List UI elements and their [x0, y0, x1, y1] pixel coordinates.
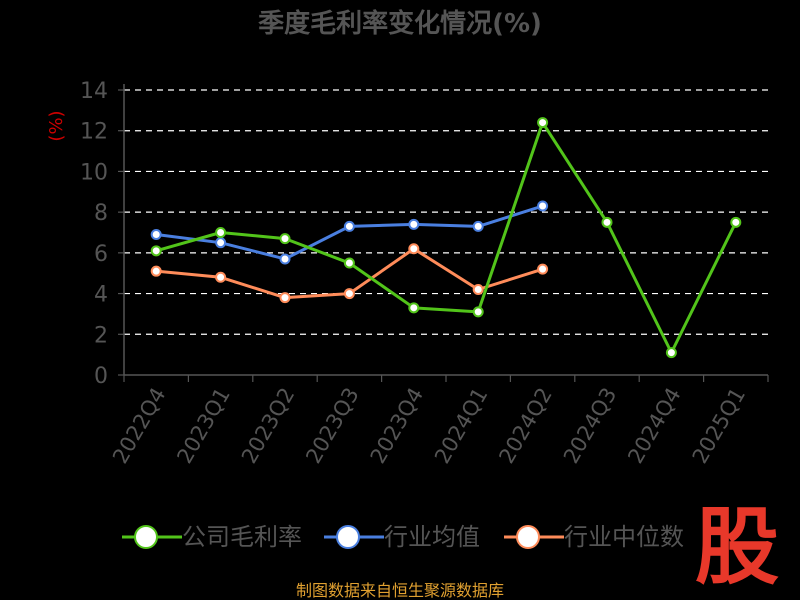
grid-lines	[124, 89, 768, 335]
data-point	[343, 220, 355, 232]
legend-marker	[516, 525, 540, 549]
y-tick-label: 4	[94, 283, 108, 308]
data-point	[472, 284, 484, 295]
x-tick-label: 2023Q1	[172, 384, 234, 468]
legend-marker	[336, 525, 360, 549]
y-tick-label: 2	[94, 323, 108, 348]
data-point	[472, 306, 484, 318]
x-tick-label: 2024Q3	[559, 384, 621, 468]
data-point	[150, 265, 162, 277]
y-tick-label: 12	[80, 120, 108, 145]
legend-label: 行业均值	[384, 523, 480, 551]
data-point	[215, 271, 227, 283]
axes	[118, 84, 769, 382]
y-axis-label: (%)	[46, 110, 67, 141]
y-tick-label: 6	[94, 242, 108, 267]
legend: 公司毛利率 行业均值 行业中位数	[122, 523, 684, 551]
data-point	[537, 117, 549, 129]
data-point	[537, 263, 549, 275]
data-point	[279, 233, 291, 245]
legend-marker	[134, 525, 158, 549]
x-tick-labels: 2022Q4 2023Q1 2023Q2 2023Q3 2023Q4 2024Q1 2024…	[108, 384, 750, 468]
legend-label: 行业中位数	[564, 523, 684, 551]
source-note: 制图数据来自恒生聚源数据库	[296, 581, 504, 600]
data-point	[601, 216, 613, 228]
data-point	[343, 257, 355, 269]
data-point	[215, 227, 227, 238]
y-tick-labels: 0 2 4 6 8 10 12 14	[80, 79, 108, 389]
data-point	[472, 220, 484, 232]
x-tick-label: 2023Q3	[301, 384, 363, 468]
data-point	[665, 347, 677, 359]
logo-text: 股	[695, 498, 779, 596]
data-point	[537, 200, 549, 212]
legend-label: 公司毛利率	[182, 523, 302, 551]
data-point	[279, 292, 291, 304]
data-point	[279, 253, 291, 265]
x-tick-label: 2023Q4	[366, 384, 428, 468]
y-tick-label: 10	[80, 160, 108, 185]
series-line	[156, 204, 544, 261]
data-point	[730, 216, 742, 228]
x-tick-label: 2024Q1	[430, 384, 492, 468]
series-line	[155, 121, 738, 355]
data-point	[408, 218, 420, 230]
data-point	[408, 302, 420, 314]
x-tick-label: 2024Q4	[623, 384, 685, 468]
y-tick-label: 0	[94, 364, 108, 389]
data-point	[343, 288, 355, 300]
chart-title: 季度毛利率变化情况(%)	[258, 8, 542, 39]
x-tick-label: 2022Q4	[108, 384, 170, 468]
y-tick-label: 8	[94, 201, 108, 226]
data-point	[215, 237, 227, 249]
x-tick-label: 2024Q2	[494, 384, 556, 468]
data-point	[150, 245, 162, 257]
data-point	[408, 243, 420, 255]
x-tick-label: 2025Q1	[688, 384, 750, 468]
series-layer	[150, 117, 742, 359]
data-point	[150, 229, 162, 241]
x-tick-label: 2023Q2	[237, 384, 299, 468]
y-tick-label: 14	[80, 79, 108, 104]
